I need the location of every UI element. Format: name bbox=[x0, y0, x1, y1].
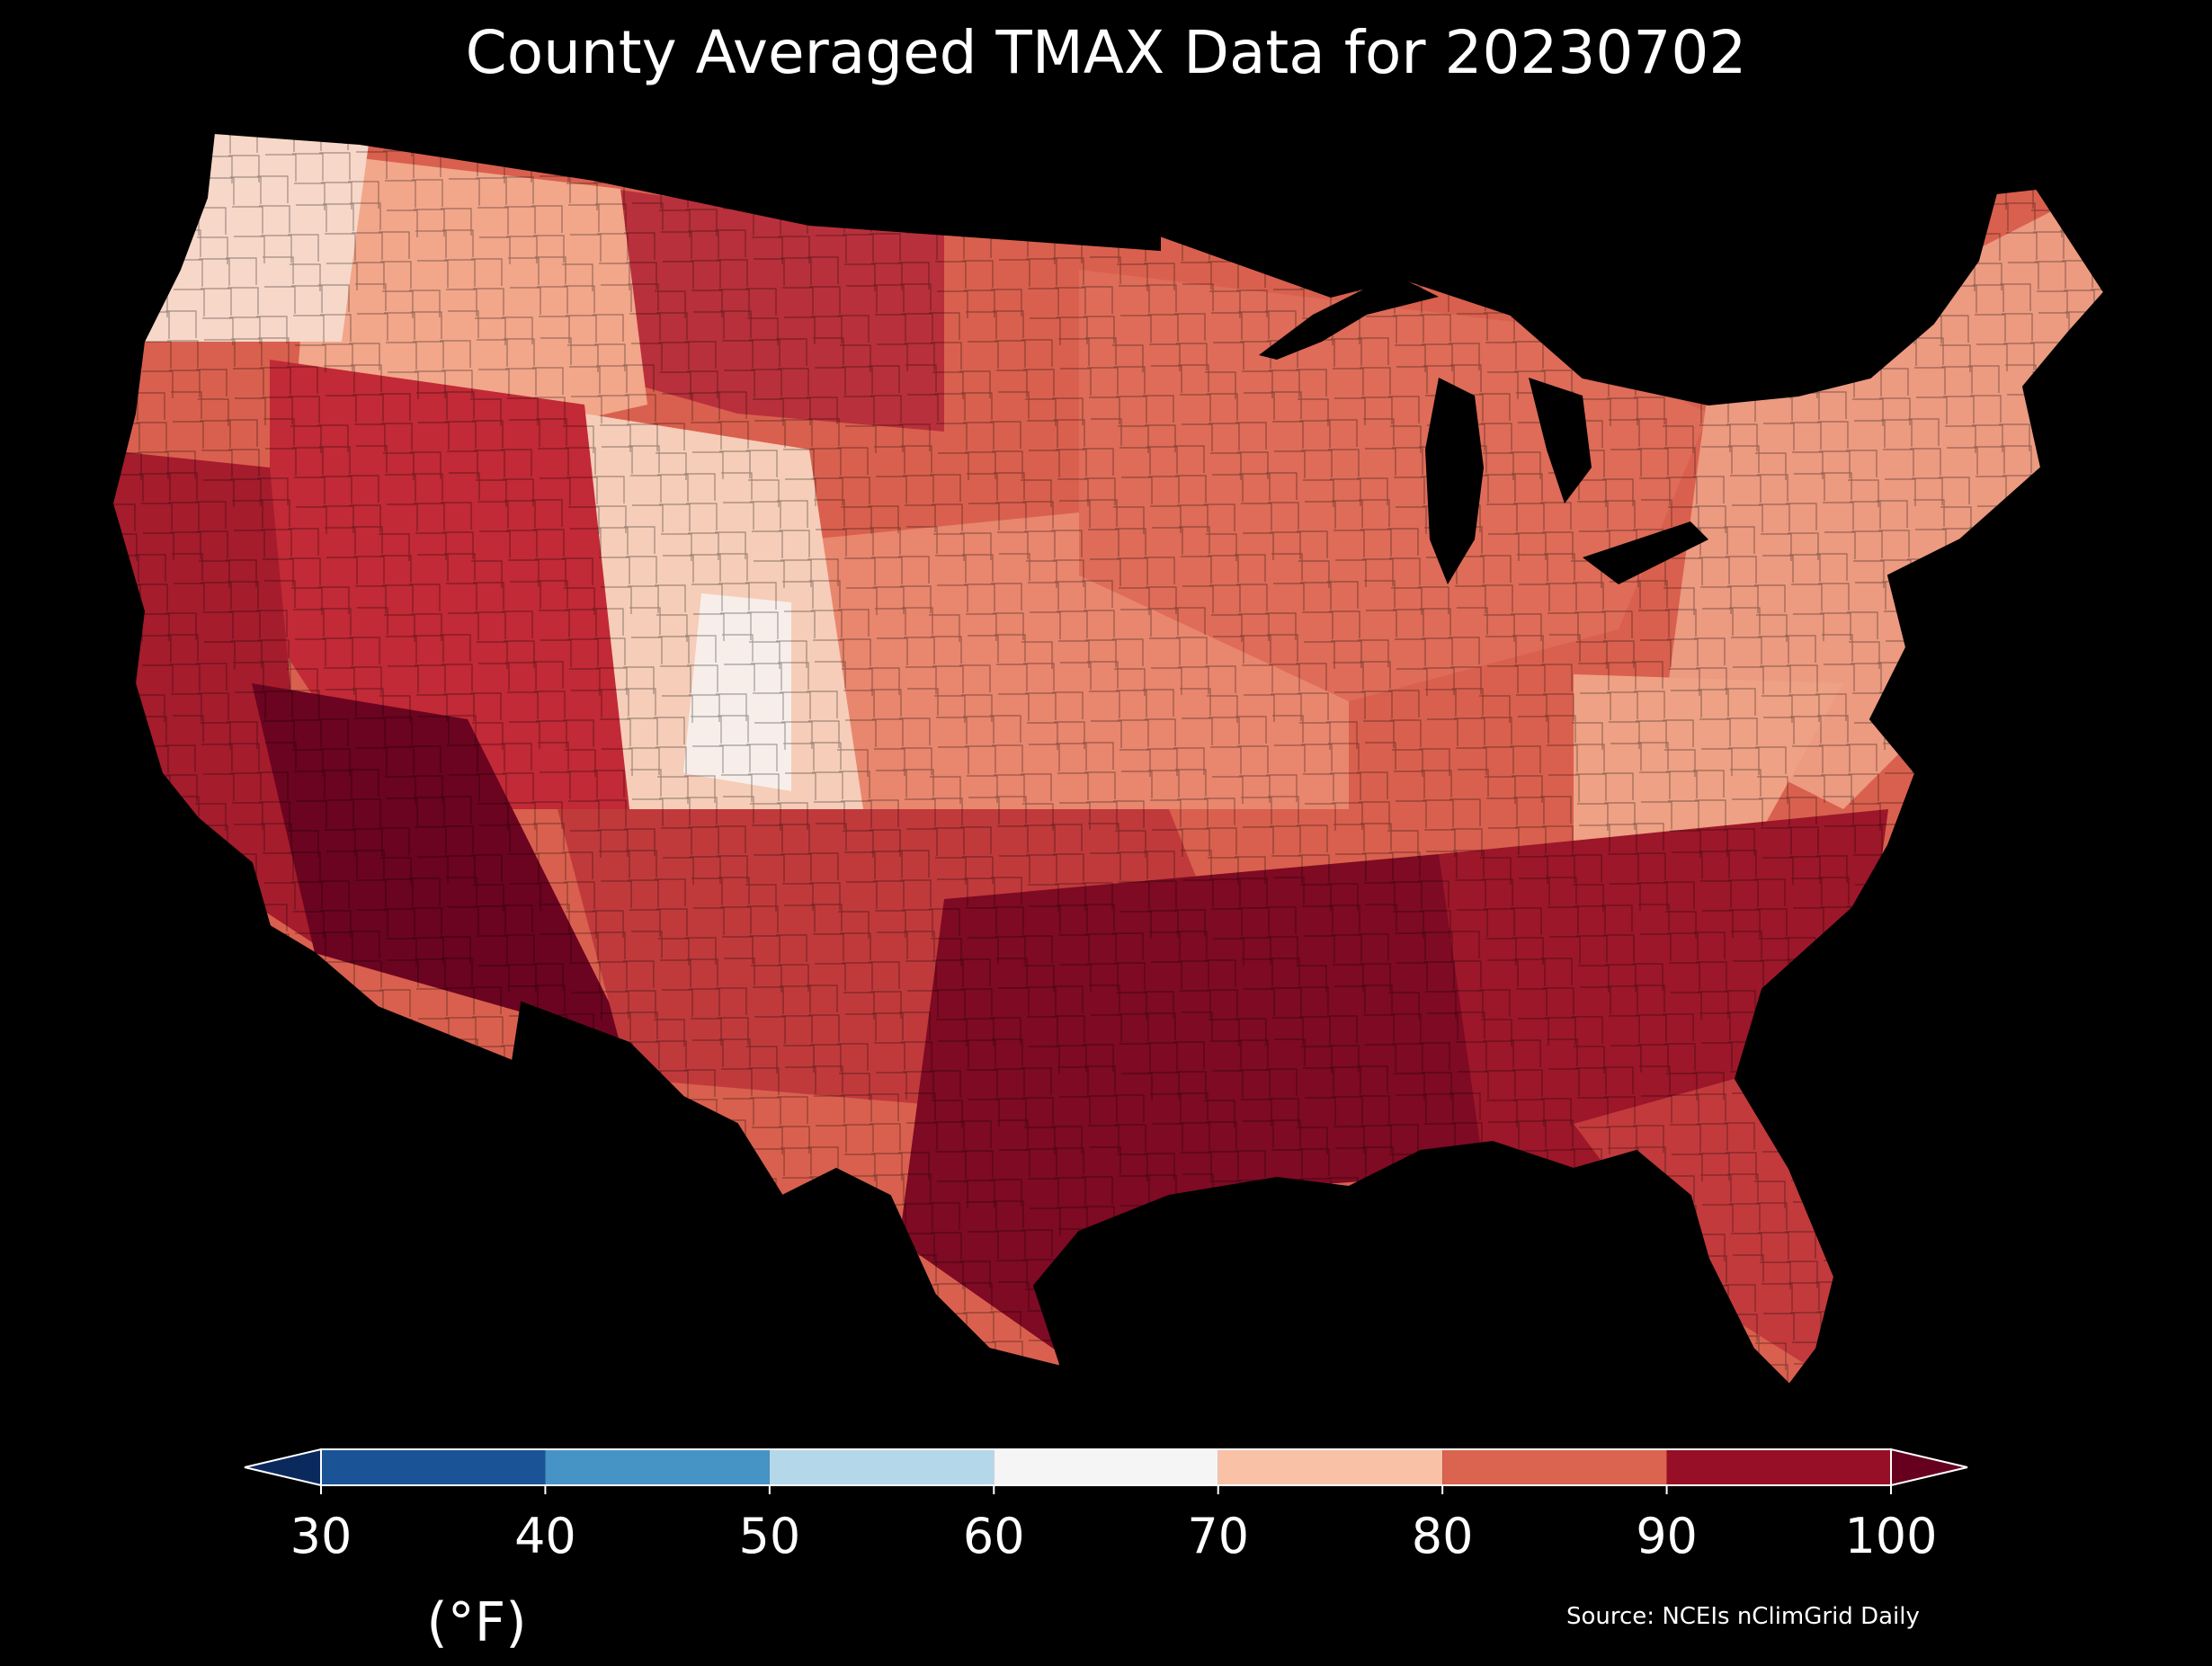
region-northern-plains bbox=[611, 189, 944, 432]
lake-michigan bbox=[1425, 378, 1484, 584]
colorbar-bin-60-70 bbox=[994, 1449, 1218, 1485]
colorbar-over-extend bbox=[1890, 1448, 1968, 1487]
source-caption: Source: NCEIs nClimGrid Daily bbox=[1566, 1603, 1920, 1630]
colorbar-unit-label: (°F) bbox=[426, 1591, 527, 1654]
colorbar-under-extend bbox=[244, 1448, 322, 1487]
region-south-central bbox=[899, 854, 1529, 1367]
region-northern-rockies bbox=[297, 153, 647, 450]
lake-erie bbox=[1583, 521, 1708, 584]
colorbar-tick-label: 100 bbox=[1844, 1508, 1937, 1564]
colorbar-bin-50-60 bbox=[769, 1449, 995, 1485]
map-title: County Averaged TMAX Data for 20230702 bbox=[465, 18, 1747, 87]
colorbar-tick-label: 50 bbox=[738, 1508, 800, 1564]
colorbar-bin-40-50 bbox=[545, 1449, 770, 1485]
colorbar-tick-label: 30 bbox=[290, 1508, 352, 1564]
lake-superior bbox=[1259, 279, 1439, 360]
colorbar-bin-70-80 bbox=[1217, 1449, 1443, 1485]
colorbar-tick-label: 70 bbox=[1187, 1508, 1249, 1564]
colorbar-bin-30-40 bbox=[321, 1449, 546, 1485]
colorbar-frame bbox=[320, 1448, 1892, 1486]
colorbar-bin-90-100 bbox=[1666, 1449, 1891, 1485]
colorbar-tick-label: 80 bbox=[1412, 1508, 1474, 1564]
colorbar-bin-80-90 bbox=[1442, 1449, 1667, 1485]
colorbar-tick-label: 40 bbox=[514, 1508, 576, 1564]
region-utah-highlands bbox=[683, 593, 791, 791]
region-midwest bbox=[1079, 270, 1708, 701]
colorbar-tick-label: 90 bbox=[1636, 1508, 1698, 1564]
region-desert-southwest bbox=[252, 683, 629, 1043]
region-great-basin bbox=[270, 360, 629, 809]
colorbar-tick-label: 60 bbox=[963, 1508, 1025, 1564]
us-border bbox=[111, 131, 2106, 1386]
lake-huron bbox=[1529, 378, 1592, 503]
